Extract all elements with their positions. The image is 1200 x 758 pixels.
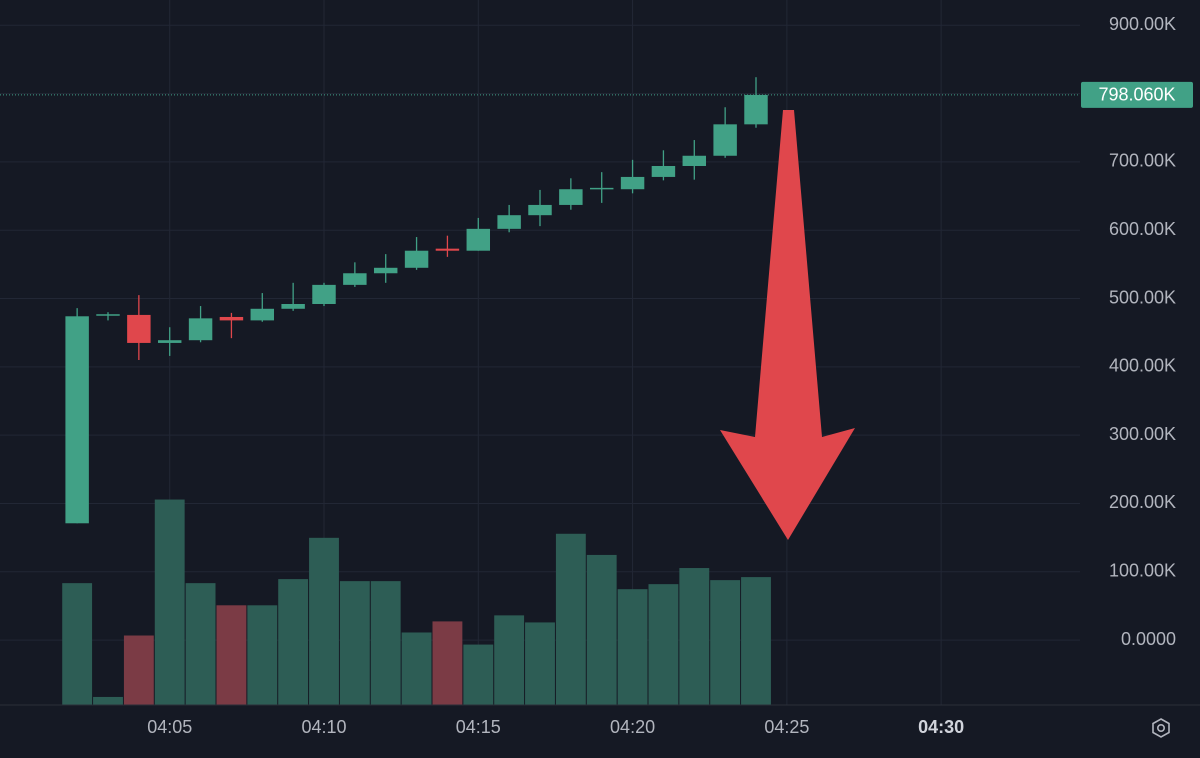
candle-body (219, 316, 244, 321)
candle-body (497, 215, 521, 229)
volume-bar (278, 579, 309, 705)
volume-bar (123, 635, 154, 705)
volume-bar (525, 622, 555, 705)
volume-bar (648, 584, 679, 705)
x-tick-label: 04:25 (764, 717, 809, 737)
candle-body (682, 155, 707, 167)
y-tick-label: 300.00K (1109, 424, 1176, 444)
x-tick-label: 04:10 (301, 717, 346, 737)
volume-bar (710, 580, 741, 705)
y-tick-label: 500.00K (1109, 287, 1176, 307)
y-tick-label: 100.00K (1109, 561, 1176, 581)
candle-body (343, 273, 367, 285)
candle-body (559, 189, 583, 205)
volume-bar (93, 696, 123, 705)
volume-layer (62, 499, 771, 705)
candle-body (528, 204, 552, 216)
volume-bar (555, 533, 586, 705)
candle-layer (0, 77, 1080, 524)
settings-icon[interactable] (1152, 718, 1170, 738)
volume-bar (741, 577, 771, 705)
volume-bar (185, 583, 216, 705)
candle-body (435, 248, 460, 251)
candle-body (65, 316, 89, 524)
volume-bar (309, 537, 339, 705)
candle-body (713, 124, 737, 156)
last-price-box (1081, 81, 1193, 108)
y-tick-label: 700.00K (1109, 151, 1176, 171)
settings-hexagon (1152, 718, 1170, 738)
volume-bar (370, 581, 401, 705)
settings-dot (1156, 723, 1166, 733)
volume-bar (339, 581, 370, 705)
volume-bar (617, 589, 648, 705)
candle-body (589, 187, 614, 190)
candle-body (373, 267, 398, 274)
candle-body (127, 314, 151, 343)
x-tick-label: 04:20 (610, 717, 655, 737)
x-tick-label: 04:05 (147, 717, 192, 737)
candle-body (281, 303, 305, 309)
volume-bar (154, 499, 185, 705)
candle-body (96, 314, 120, 316)
y-tick-label: 600.00K (1109, 219, 1176, 239)
y-tick-label: 400.00K (1109, 356, 1176, 376)
candle-body (250, 308, 275, 321)
volume-bar (494, 615, 525, 705)
candle-body (312, 284, 336, 304)
volume-bar (432, 621, 463, 705)
candle-body (188, 318, 213, 341)
x-tick-label: 04:30 (918, 717, 964, 737)
volume-bar (247, 605, 278, 705)
x-tick-label: 04:15 (456, 717, 501, 737)
candle-body (404, 250, 429, 268)
volume-bar (401, 632, 432, 705)
y-tick-label: 200.00K (1109, 492, 1176, 512)
candle-body (157, 340, 182, 343)
volume-bar (62, 583, 93, 705)
candle-body (620, 176, 645, 190)
last-price-label: 798.060K (1098, 85, 1175, 105)
candle-body (466, 228, 491, 251)
annotation-arrow (720, 110, 855, 540)
y-tick-label: 900.00K (1109, 14, 1176, 34)
volume-bar (463, 644, 494, 705)
candle-body (744, 94, 768, 125)
y-tick-label: 0.0000 (1121, 629, 1176, 649)
axes: 900.00K800.00K700.00K600.00K500.00K400.0… (147, 14, 1193, 737)
volume-bar (586, 554, 617, 705)
candle-body (651, 166, 676, 177)
volume-bar (679, 568, 710, 705)
volume-bar (216, 605, 247, 705)
